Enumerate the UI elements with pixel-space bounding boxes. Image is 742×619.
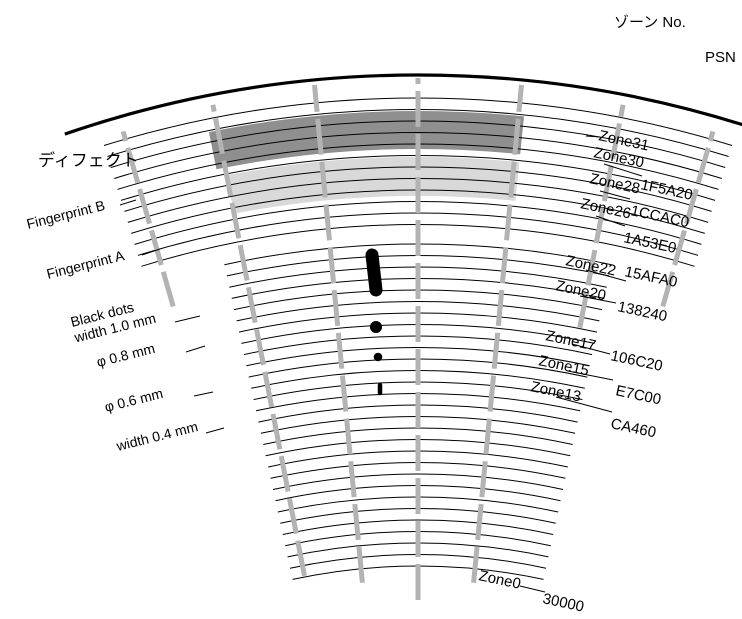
defect-label: width 0.4 mm [114, 418, 200, 454]
zone-leader-line [555, 396, 613, 413]
zone-leader-line [595, 215, 626, 227]
sector-spoke-layer [120, 78, 716, 600]
black-dot-phi-0-6mm [373, 352, 383, 362]
psn-label: 30000 [541, 590, 585, 615]
defect-leader-line [185, 345, 206, 353]
defect-leader-line [205, 427, 225, 434]
zone-leader-line [585, 135, 601, 138]
black-dot-layer [365, 248, 383, 396]
black-dot-width-1-0mm [365, 248, 383, 297]
fingerprint-a-area [226, 156, 520, 214]
defect-label: φ 0.6 mm [103, 385, 165, 415]
defect-leader-line [193, 391, 214, 397]
zone-leader-line [585, 269, 627, 282]
zone-leader-line [599, 190, 631, 200]
black-dot-phi-0-8mm [370, 321, 382, 333]
track-ring [282, 519, 554, 535]
track-ring [246, 347, 590, 367]
zone-label: Zone13 [529, 378, 582, 405]
defect-label-line: φ 0.6 mm [103, 385, 165, 415]
psn-label: CA460 [609, 415, 657, 441]
defect-label: φ 0.8 mm [95, 340, 157, 370]
defect-label: Fingerprint A [45, 247, 127, 282]
defect-label-line: Fingerprint A [45, 247, 127, 282]
track-ring [272, 473, 564, 490]
defect-leader-line [119, 199, 137, 206]
defect-label: Fingerprint B [25, 197, 107, 232]
zone-number-header: ゾーン No. [614, 14, 686, 31]
zone-label: Zone20 [554, 277, 607, 304]
sector-spoke [660, 130, 716, 308]
psn-header: PSN [705, 49, 736, 66]
zone-leader-line [567, 370, 614, 381]
psn-label: 106C20 [609, 347, 664, 375]
disc-outer-edge [64, 73, 742, 136]
psn-label: 15AFA0 [623, 263, 679, 291]
defect-label-line: φ 0.8 mm [95, 340, 157, 370]
track-ring [137, 212, 699, 256]
psn-label: 138240 [616, 298, 669, 325]
zone-leader-line [571, 343, 611, 355]
zone-label: Zone15 [537, 352, 590, 379]
defect-title: ディフェクト [38, 150, 139, 170]
zone-label: Zone28 [588, 170, 641, 197]
defect-fill-layer [208, 111, 524, 214]
track-ring [236, 301, 600, 322]
zone-label: Zone26 [579, 195, 632, 222]
sector-spoke [210, 104, 307, 577]
zone-leader-line [519, 585, 546, 593]
defect-leader-line [141, 248, 161, 256]
sector-spoke [120, 130, 176, 308]
defect-label-line: width 0.4 mm [114, 418, 200, 454]
zone-leader-line [603, 163, 643, 177]
psn-label: E7C00 [614, 382, 662, 408]
sector-spoke [471, 84, 524, 583]
defect-label-line: Fingerprint B [25, 197, 107, 232]
defect-label: Black dotswidth 1.0 mm [68, 294, 157, 345]
fingerprint-b-area [208, 111, 524, 170]
track-ring [114, 132, 722, 179]
sector-spoke [577, 104, 626, 329]
zone-label: Zone0 [477, 567, 522, 592]
psn-label: 1A53E0 [622, 229, 678, 257]
defect-leader-line [174, 315, 201, 323]
label-layer: ゾーン No. PSN ディフェクト Zone31Zone301F5A20Zon… [25, 14, 736, 616]
zone-leader-line [579, 295, 617, 304]
sector-spoke [312, 84, 365, 583]
